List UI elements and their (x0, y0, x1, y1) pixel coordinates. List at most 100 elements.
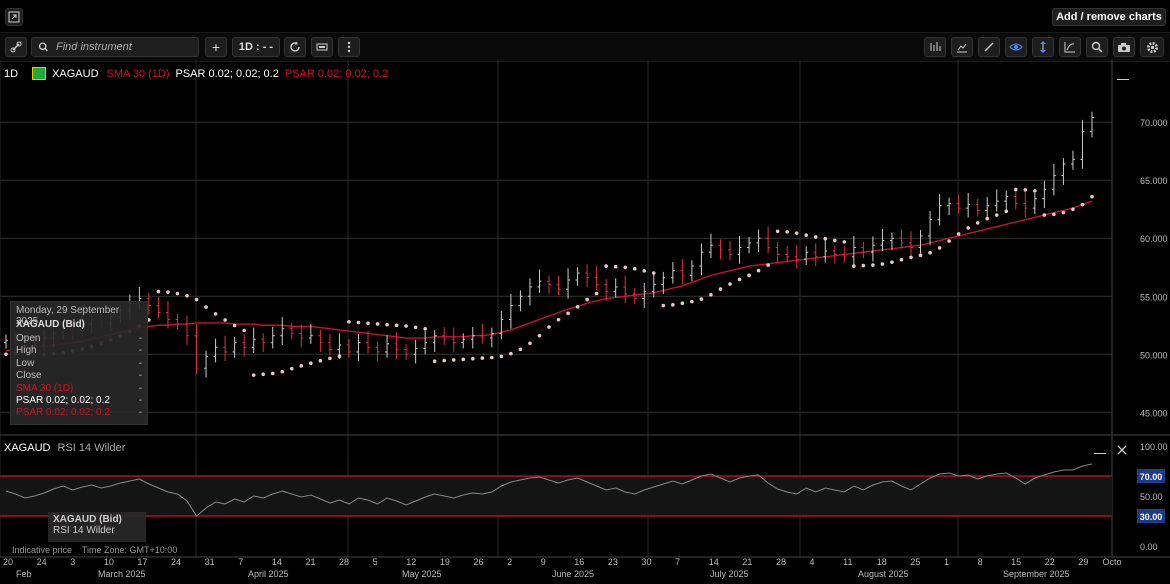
psar-dot (880, 262, 885, 266)
camera-icon[interactable] (1113, 37, 1135, 57)
add-instrument-button[interactable]: + (205, 37, 227, 57)
candle (966, 192, 971, 218)
candle (604, 278, 609, 301)
legend-psar-red[interactable]: PSAR 0.02; 0.02; 0.2 (284, 67, 389, 80)
psar-dot (1071, 207, 1075, 212)
psar-dot (461, 357, 466, 362)
settings-icon[interactable] (1140, 37, 1164, 57)
chart-type-icon[interactable] (311, 37, 333, 57)
candle (556, 275, 561, 296)
refresh-icon[interactable] (284, 37, 306, 57)
candle (613, 278, 618, 298)
legend-psar-white[interactable]: PSAR 0.02; 0.02; 0.2 (175, 67, 279, 80)
tooltip-row-value: - (138, 333, 142, 344)
psar-dot (899, 257, 904, 262)
candle (394, 332, 399, 359)
time-tick-label: 30 (642, 557, 652, 567)
psar-dot (1061, 210, 1066, 215)
psar-dot (356, 320, 361, 325)
candle (1042, 180, 1047, 209)
rsi-symbol[interactable]: XAGAUD (4, 442, 51, 454)
legend-symbol[interactable]: XAGAUD (52, 67, 99, 80)
psar-dot (832, 238, 837, 243)
add-remove-charts-button[interactable]: Add / remove charts (1052, 8, 1166, 26)
psar-dot (613, 264, 618, 269)
candle (175, 313, 180, 330)
indicators-icon[interactable] (924, 37, 946, 57)
search-box[interactable] (31, 37, 199, 57)
draw-line-icon[interactable] (978, 37, 1000, 57)
instrument-flag-icon (32, 67, 47, 80)
candle (165, 300, 170, 329)
eye-icon[interactable] (1005, 37, 1027, 57)
link-icon[interactable] (5, 37, 27, 57)
psar-dot (709, 292, 713, 297)
rsi-close-icon[interactable] (1116, 444, 1128, 456)
tooltip-row-value: - (138, 370, 142, 382)
templates-icon[interactable] (951, 37, 973, 57)
psar-dot (918, 253, 923, 258)
psar-dot (813, 235, 818, 239)
rsi-tick-label: 100.00 (1140, 442, 1168, 452)
line-chart-icon[interactable] (1059, 37, 1081, 57)
psar-dot (1004, 209, 1009, 214)
popout-icon[interactable] (5, 8, 23, 26)
psar-dot (394, 323, 399, 328)
candle (1051, 163, 1056, 196)
time-tick-label: 20 (3, 557, 13, 567)
price-tick-label: 50.000 (1140, 350, 1168, 360)
legend-sma[interactable]: SMA 30 (1D) (106, 67, 170, 80)
candle (327, 333, 332, 356)
time-tick-label: 21 (305, 557, 315, 567)
candle (480, 324, 485, 344)
psar-dot (1033, 189, 1037, 193)
candle (785, 245, 790, 263)
psar-dot (4, 352, 8, 357)
time-tick-label: 25 (910, 557, 920, 567)
search-icon (38, 42, 48, 52)
tooltip-row-value: - (138, 357, 142, 369)
candle (251, 327, 256, 354)
candle (366, 331, 370, 354)
time-tick-label: 24 (37, 557, 47, 567)
more-vertical-icon[interactable] (338, 37, 360, 57)
psar-dot (585, 297, 589, 302)
candle (470, 326, 475, 349)
rsi-minimize-icon[interactable] (1094, 442, 1106, 454)
crosshair-icon[interactable] (1032, 37, 1054, 57)
time-tick-label: 7 (238, 557, 243, 567)
price-minimize-icon[interactable] (1117, 72, 1129, 80)
interval-selector[interactable]: 1D : - - (232, 37, 280, 57)
psar-dot (166, 290, 170, 294)
time-tick-label: 21 (742, 557, 752, 567)
psar-dot (185, 293, 189, 298)
time-tick-label: 18 (877, 557, 887, 567)
search-input[interactable] (54, 40, 198, 54)
candle (1080, 119, 1085, 169)
psar-dot (604, 264, 608, 268)
candle (242, 333, 247, 357)
candle (308, 324, 313, 344)
candle (585, 264, 590, 287)
chart-grid (0, 60, 1170, 576)
price-tick-label: 65.000 (1140, 176, 1168, 186)
psar-dot (975, 221, 980, 225)
candle (632, 288, 637, 305)
candle (928, 210, 933, 246)
psar-dot (366, 321, 370, 326)
psar-dot (566, 311, 570, 316)
rsi-name[interactable]: RSI 14 Wilder (57, 442, 126, 454)
zoom-icon[interactable] (1086, 37, 1108, 57)
time-axis-bg (0, 557, 1170, 584)
psar-dot (537, 333, 542, 338)
candles (4, 111, 1094, 378)
time-tick-label: 11 (843, 557, 852, 567)
psar-dot (347, 319, 351, 324)
candle (813, 243, 818, 267)
psar-dot (1023, 188, 1028, 192)
month-label: September 2025 (1003, 569, 1070, 579)
psar-dot (737, 277, 742, 282)
psar-dot (337, 354, 342, 358)
psar-dot (794, 231, 799, 235)
